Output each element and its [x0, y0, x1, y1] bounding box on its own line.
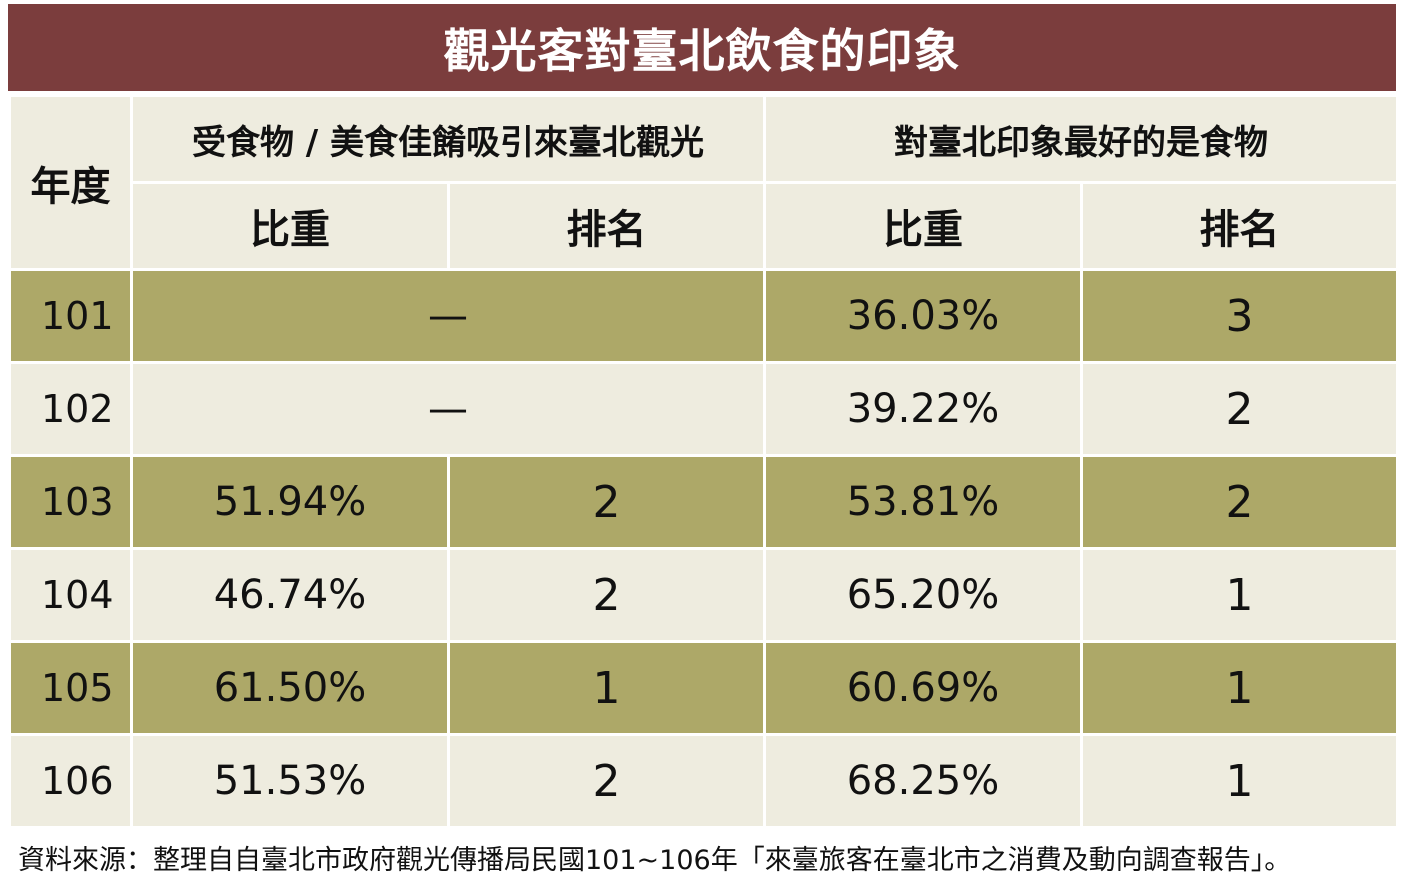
- group2-share-header: 比重: [763, 181, 1083, 271]
- data-table: 年度 受食物 / 美食佳餚吸引來臺北觀光 對臺北印象最好的是食物 比重 排名 比…: [8, 94, 1399, 829]
- group1-rank-cell: 2: [447, 454, 766, 550]
- group1-share-cell: 61.50%: [130, 640, 450, 736]
- group2-rank-cell: 2: [1080, 454, 1399, 550]
- page-title: 觀光客對臺北飲食的印象: [443, 23, 961, 78]
- group2-rank-cell: 1: [1080, 547, 1399, 643]
- group2-share-cell: 65.20%: [763, 547, 1083, 643]
- table-row: 106 51.53% 2 68.25% 1: [8, 733, 1399, 829]
- group1-share-cell: 51.94%: [130, 454, 450, 550]
- group2-share-cell: 60.69%: [763, 640, 1083, 736]
- group2-share-cell: 68.25%: [763, 733, 1083, 829]
- header-row-groups: 年度 受食物 / 美食佳餚吸引來臺北觀光 對臺北印象最好的是食物: [8, 94, 1399, 271]
- group2-share-cell: 36.03%: [763, 268, 1083, 364]
- year-cell: 106: [8, 733, 133, 829]
- group1-rank-cell: 2: [447, 547, 766, 643]
- table-row: 101 — 36.03% 3: [8, 268, 1399, 364]
- group2-rank-cell: 1: [1080, 733, 1399, 829]
- group1-header: 受食物 / 美食佳餚吸引來臺北觀光: [130, 94, 766, 184]
- group2-share-cell: 53.81%: [763, 454, 1083, 550]
- title-banner: 觀光客對臺北飲食的印象: [8, 4, 1396, 91]
- group1-share-header: 比重: [130, 181, 450, 271]
- year-cell: 101: [8, 268, 133, 364]
- year-header: 年度: [8, 94, 133, 271]
- group2-rank-cell: 1: [1080, 640, 1399, 736]
- group1-rank-cell: 2: [447, 733, 766, 829]
- header-row-subcolumns: 比重 排名 比重 排名: [10, 181, 1399, 271]
- year-cell: 104: [8, 547, 133, 643]
- group2-share-cell: 39.22%: [763, 361, 1083, 457]
- group1-share-cell: 51.53%: [130, 733, 450, 829]
- group2-rank-header: 排名: [1080, 181, 1399, 271]
- table-row: 104 46.74% 2 65.20% 1: [8, 547, 1399, 643]
- year-cell: 103: [8, 454, 133, 550]
- source-note: 資料來源：整理自自臺北市政府觀光傳播局民國101~106年「來臺旅客在臺北市之消…: [18, 845, 1292, 876]
- group1-rank-cell: 1: [447, 640, 766, 736]
- table-row: 102 — 39.22% 2: [8, 361, 1399, 457]
- table-row: 105 61.50% 1 60.69% 1: [8, 640, 1399, 736]
- table-row: 103 51.94% 2 53.81% 2: [8, 454, 1399, 550]
- year-cell: 102: [8, 361, 133, 457]
- group1-rank-header: 排名: [447, 181, 766, 271]
- year-cell: 105: [8, 640, 133, 736]
- group2-rank-cell: 2: [1080, 361, 1399, 457]
- group1-merged-cell: —: [130, 361, 766, 457]
- group1-share-cell: 46.74%: [130, 547, 450, 643]
- group1-merged-cell: —: [130, 268, 766, 364]
- group2-header: 對臺北印象最好的是食物: [763, 94, 1399, 184]
- group2-rank-cell: 3: [1080, 268, 1399, 364]
